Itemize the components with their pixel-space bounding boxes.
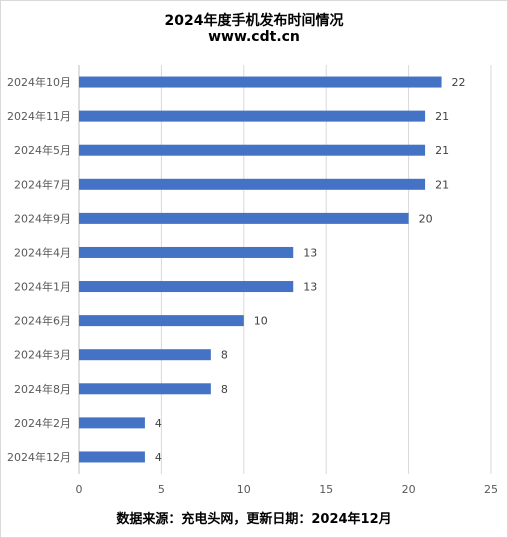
category-label: 2024年6月 [14,314,71,328]
bar [79,178,426,190]
bar [79,315,244,327]
bar [79,417,145,429]
data-label: 22 [452,76,466,89]
x-tick-label: 0 [76,483,83,496]
category-label: 2024年5月 [14,143,71,157]
bar [79,349,211,361]
chart-title: 2024年度手机发布时间情况 [164,13,344,29]
x-tick-label: 25 [484,483,498,496]
category-label: 2024年8月 [14,382,71,396]
data-label: 4 [155,451,162,464]
data-label: 8 [221,349,228,362]
data-label: 21 [435,110,449,123]
bar [79,110,426,122]
category-label: 2024年12月 [7,450,71,464]
bar [79,76,442,88]
bar [79,246,294,258]
chart-source-note: 数据来源：充电头网，更新日期：2024年12月 [116,512,392,527]
category-label: 2024年1月 [14,280,71,294]
category-label: 2024年2月 [14,416,71,430]
x-tick-label: 15 [319,483,333,496]
bar [79,383,211,395]
category-label: 2024年3月 [14,348,71,362]
x-tick-label: 10 [237,483,251,496]
category-label: 2024年11月 [7,109,71,123]
category-label: 2024年9月 [14,211,71,225]
x-tick-label: 20 [402,483,416,496]
data-label: 21 [435,178,449,191]
data-label: 8 [221,383,228,396]
data-label: 20 [419,212,433,225]
bar [79,144,426,156]
data-label: 10 [254,315,268,328]
bar [79,451,145,463]
bar [79,281,294,293]
x-tick-label: 5 [158,483,165,496]
bar [79,212,409,224]
chart-subtitle: www.cdt.cn [208,29,300,45]
category-label: 2024年7月 [14,177,71,191]
data-label: 13 [303,281,317,294]
category-label: 2024年4月 [14,245,71,259]
category-label: 2024年10月 [7,75,71,89]
data-label: 4 [155,417,162,430]
data-label: 21 [435,144,449,157]
data-label: 13 [303,246,317,259]
